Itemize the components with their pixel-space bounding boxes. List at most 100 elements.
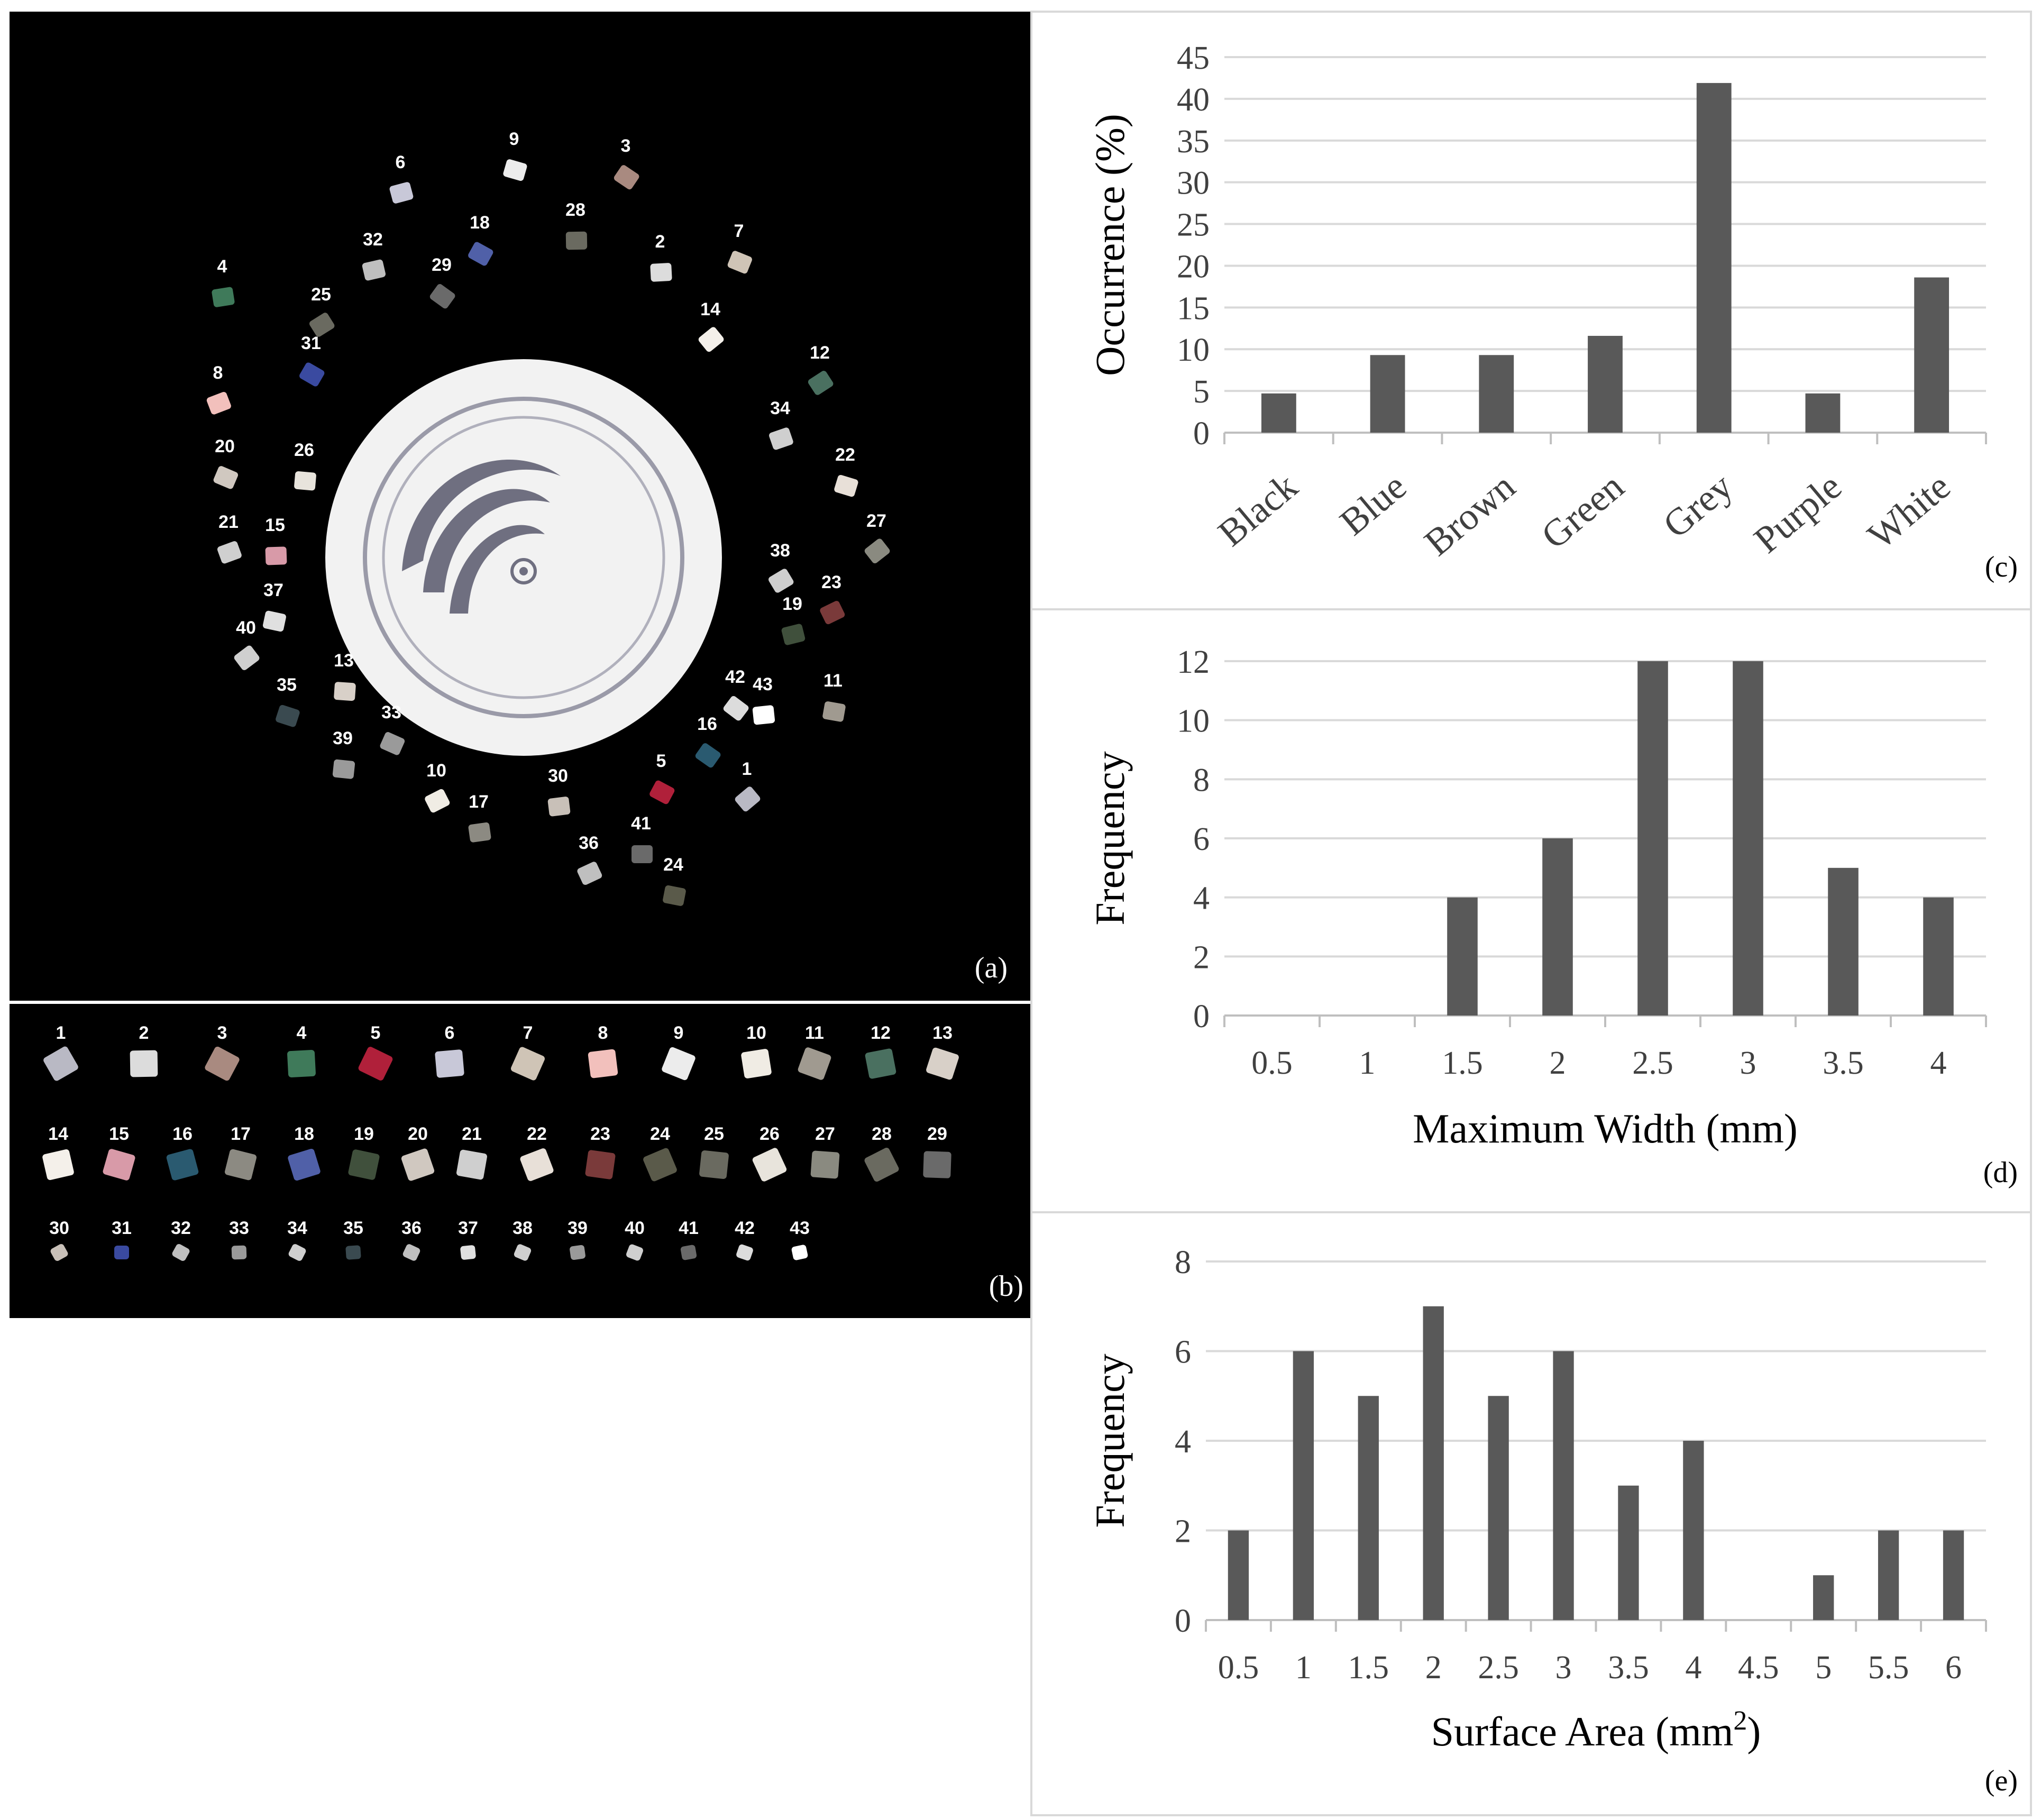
chart-e-ytick-4: 8 xyxy=(1175,1245,1191,1281)
chart-d-category-6: 3.5 xyxy=(1823,1045,1864,1081)
particle-number-b-29: 29 xyxy=(927,1124,947,1144)
particle-b-7 xyxy=(511,1047,545,1081)
particle-number-a-21: 21 xyxy=(218,512,239,532)
chart-d-frame xyxy=(1030,608,2032,1213)
particle-b-6 xyxy=(435,1049,464,1078)
particle-number-b-30: 30 xyxy=(49,1218,69,1238)
particle-b-32 xyxy=(172,1243,190,1261)
particle-number-a-22: 22 xyxy=(835,445,855,465)
particle-number-b-9: 9 xyxy=(674,1023,684,1043)
particle-b-37 xyxy=(460,1245,476,1260)
particle-a-2 xyxy=(650,263,672,282)
particle-number-a-32: 32 xyxy=(363,230,383,250)
particle-a-7 xyxy=(727,251,752,274)
particle-a-9 xyxy=(503,159,527,181)
chart-d-category-2: 1.5 xyxy=(1442,1045,1483,1081)
chart-e-bar-4 xyxy=(1488,1396,1509,1620)
chart-e-category-8: 4.5 xyxy=(1738,1650,1779,1686)
particle-a-5 xyxy=(649,780,675,804)
particle-b-38 xyxy=(514,1244,532,1261)
particle-number-b-43: 43 xyxy=(790,1218,810,1238)
particle-number-b-12: 12 xyxy=(871,1023,891,1043)
chart-d-y-axis-title: Frequency xyxy=(1087,751,1133,925)
particle-a-42 xyxy=(723,696,749,721)
chart-e-category-10: 5.5 xyxy=(1868,1650,1909,1686)
particle-b-42 xyxy=(736,1244,753,1261)
particle-b-34 xyxy=(288,1244,306,1261)
particle-b-11 xyxy=(798,1047,831,1080)
particle-a-40 xyxy=(234,645,260,671)
particle-b-12 xyxy=(865,1048,896,1079)
particle-a-25 xyxy=(309,313,335,337)
chart-c-ytick-5: 25 xyxy=(1177,207,1210,243)
chart-e-bar-0 xyxy=(1228,1530,1249,1620)
particle-number-b-41: 41 xyxy=(679,1218,699,1238)
chart-d-bar-6 xyxy=(1828,867,1859,1016)
chart-e-bar-10 xyxy=(1878,1530,1899,1620)
particle-number-a-31: 31 xyxy=(301,333,321,353)
particle-number-a-5: 5 xyxy=(656,751,666,771)
particle-a-10 xyxy=(425,789,450,813)
particle-b-22 xyxy=(520,1148,554,1181)
chart-c-panel-label: (c) xyxy=(1985,551,2018,583)
particle-number-b-20: 20 xyxy=(408,1124,428,1144)
particle-b-15 xyxy=(103,1149,135,1181)
particle-a-22 xyxy=(834,474,858,497)
particle-a-36 xyxy=(577,862,602,885)
chart-d-panel-label: (d) xyxy=(1983,1156,2018,1189)
particle-number-a-41: 41 xyxy=(631,813,651,834)
particle-number-a-1: 1 xyxy=(742,759,752,779)
particle-number-b-33: 33 xyxy=(229,1218,249,1238)
particle-a-24 xyxy=(663,885,686,906)
particle-b-29 xyxy=(923,1151,951,1178)
particle-number-b-2: 2 xyxy=(139,1023,149,1043)
particle-b-1 xyxy=(43,1046,78,1081)
particle-a-43 xyxy=(752,705,775,725)
chart-e-bar-3 xyxy=(1423,1306,1444,1620)
particle-number-a-13: 13 xyxy=(334,651,354,671)
particle-number-a-28: 28 xyxy=(565,200,585,220)
particle-b-39 xyxy=(570,1245,585,1260)
chart-d-category-1: 1 xyxy=(1359,1045,1376,1081)
particle-number-b-39: 39 xyxy=(568,1218,588,1238)
particle-b-9 xyxy=(662,1047,695,1081)
particle-number-a-30: 30 xyxy=(548,766,568,786)
particle-number-a-27: 27 xyxy=(866,511,886,531)
chart-e-ytick-1: 2 xyxy=(1175,1514,1191,1550)
particle-b-10 xyxy=(741,1049,772,1078)
particle-a-18 xyxy=(468,242,493,266)
chart-d-ytick-2: 4 xyxy=(1193,881,1210,917)
chart-e-category-1: 1 xyxy=(1295,1650,1312,1686)
chart-c-ytick-0: 0 xyxy=(1193,416,1210,452)
particle-a-8 xyxy=(206,391,231,415)
chart-e-x-axis-title-main: Surface Area (mm xyxy=(1431,1708,1734,1754)
particle-b-19 xyxy=(348,1149,380,1180)
particle-number-b-15: 15 xyxy=(109,1124,129,1144)
particle-a-19 xyxy=(781,624,806,645)
panel-a-photo: 1234567891011121314151617181920212223242… xyxy=(10,12,1030,1001)
particle-a-12 xyxy=(808,371,834,395)
particle-a-13 xyxy=(334,682,356,701)
particle-a-38 xyxy=(768,569,794,593)
particle-a-3 xyxy=(614,165,639,190)
particle-a-23 xyxy=(820,601,845,625)
particle-number-a-29: 29 xyxy=(432,255,452,275)
particle-number-b-28: 28 xyxy=(872,1124,892,1144)
particle-number-a-36: 36 xyxy=(579,833,599,853)
particle-number-b-7: 7 xyxy=(523,1023,533,1043)
particle-number-b-34: 34 xyxy=(287,1218,307,1238)
particle-a-35 xyxy=(276,705,300,727)
chart-c-bar-0 xyxy=(1261,393,1296,433)
particle-number-b-5: 5 xyxy=(371,1023,381,1043)
chart-e-category-11: 6 xyxy=(1945,1650,1962,1686)
chart-e-panel-label: (e) xyxy=(1985,1764,2018,1797)
particle-a-29 xyxy=(429,284,455,309)
particle-number-a-35: 35 xyxy=(277,675,297,695)
particle-number-a-24: 24 xyxy=(663,855,683,875)
particle-b-13 xyxy=(926,1047,959,1080)
chart-c-bar-4 xyxy=(1696,83,1732,433)
sample-dish xyxy=(325,359,722,756)
particle-number-a-10: 10 xyxy=(426,761,446,781)
chart-e-bar-7 xyxy=(1683,1441,1704,1620)
